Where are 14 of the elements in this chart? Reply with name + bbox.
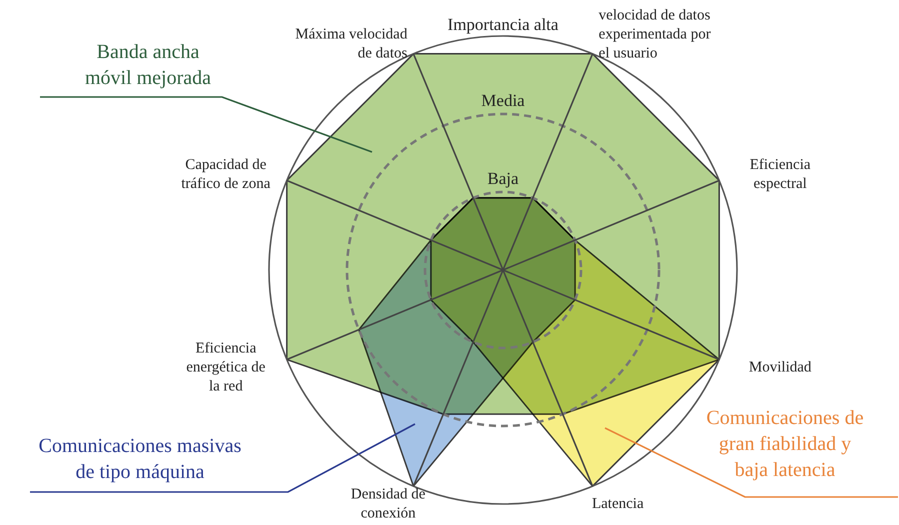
text: Comunicaciones masivas de tipo máquina — [38, 435, 242, 483]
y-tick-label: Media — [481, 91, 526, 110]
spoke-label: Latencia — [592, 496, 644, 512]
spoke-label: Máxima velocidad de datos — [295, 26, 408, 62]
spoke-label: Eficiencia energética de la red — [186, 340, 266, 394]
y-tick-label: Importancia alta — [448, 15, 559, 34]
spoke-label: Capacidad de tráfico de zona — [181, 157, 271, 192]
spoke-label: velocidad de datos experimentada por el usuario — [598, 8, 711, 62]
y-tick-label: Baja — [487, 169, 520, 188]
spoke-label: Eficiencia espectral — [750, 157, 811, 192]
spoke-label: Movilidad — [748, 359, 812, 376]
text: Banda ancha móvil mejorada — [84, 41, 212, 89]
series-label: Comunicaciones de gran fiabilidad y baja latencia — [706, 407, 864, 481]
spoke-label: Densidad de conexión — [350, 486, 426, 522]
